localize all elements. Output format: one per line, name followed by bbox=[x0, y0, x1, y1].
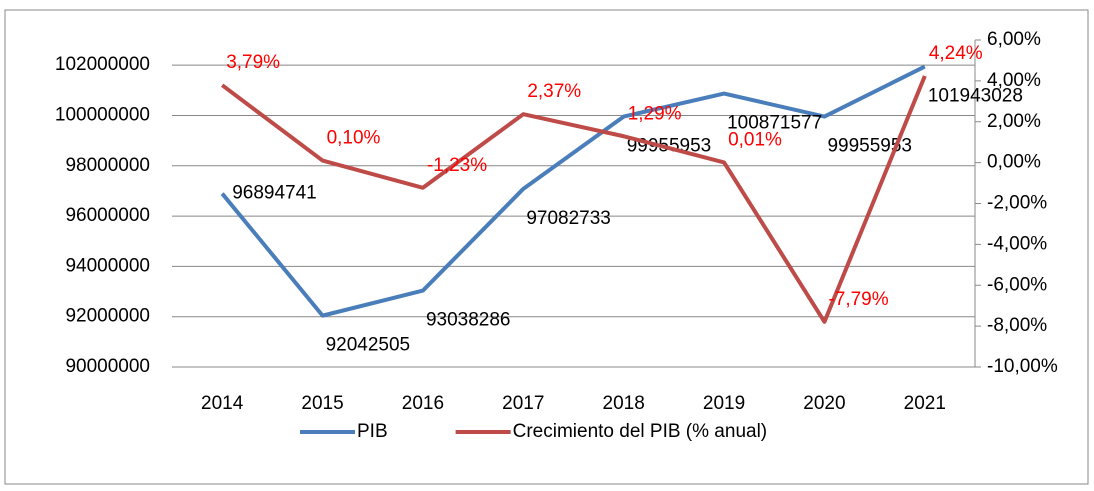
y-tick-label: 98000000 bbox=[65, 155, 150, 176]
y-tick-label: 92000000 bbox=[65, 306, 150, 327]
legend-label: PIB bbox=[357, 421, 388, 442]
x-tick-label: 2019 bbox=[703, 393, 745, 414]
chart-frame bbox=[4, 9, 1089, 485]
y-tick-label: 90000000 bbox=[65, 356, 150, 377]
data-label: 99955953 bbox=[827, 136, 912, 157]
data-label: 0,10% bbox=[327, 128, 381, 149]
y2-tick-label: 6,00% bbox=[987, 29, 1041, 50]
y2-tick-label: -8,00% bbox=[987, 315, 1047, 336]
x-tick-label: 2021 bbox=[904, 393, 946, 414]
x-tick-label: 2014 bbox=[201, 393, 244, 414]
data-label: 101943028 bbox=[928, 86, 1023, 107]
y2-tick-label: -10,00% bbox=[987, 356, 1058, 377]
x-tick-label: 2015 bbox=[301, 393, 343, 414]
data-label: 1,29% bbox=[628, 103, 682, 124]
series-line bbox=[220, 75, 927, 324]
data-label: 100871577 bbox=[727, 113, 822, 134]
y-tick-label: 94000000 bbox=[65, 255, 150, 276]
y2-tick-label: 4,00% bbox=[987, 70, 1041, 91]
y2-tick-label: -2,00% bbox=[987, 193, 1047, 214]
y-tick-label: 96000000 bbox=[65, 205, 150, 226]
x-tick-label: 2017 bbox=[502, 393, 544, 414]
data-label: 93038286 bbox=[426, 310, 511, 331]
data-label: -7,79% bbox=[828, 289, 888, 310]
x-tick-label: 2020 bbox=[803, 393, 845, 414]
y2-tick-label: 0,00% bbox=[987, 152, 1041, 173]
data-label: 97082733 bbox=[526, 208, 611, 229]
y2-tick-label: -4,00% bbox=[987, 233, 1047, 254]
y-tick-label: 100000000 bbox=[55, 104, 150, 125]
legend-label: Crecimiento del PIB (% anual) bbox=[513, 421, 768, 442]
data-label: 3,79% bbox=[226, 52, 280, 73]
x-tick-label: 2016 bbox=[402, 393, 444, 414]
y2-tick-label: 2,00% bbox=[987, 111, 1041, 132]
data-label: 92042505 bbox=[326, 335, 411, 356]
data-label: 4,24% bbox=[929, 43, 983, 64]
data-label: 2,37% bbox=[527, 81, 581, 102]
x-tick-label: 2018 bbox=[603, 393, 645, 414]
data-label: 96894741 bbox=[232, 183, 317, 204]
data-label: 0,01% bbox=[728, 129, 782, 150]
data-label: -1,23% bbox=[427, 155, 487, 176]
series-line bbox=[220, 64, 926, 318]
y2-tick-label: -6,00% bbox=[987, 274, 1047, 295]
y-tick-label: 102000000 bbox=[55, 54, 150, 75]
